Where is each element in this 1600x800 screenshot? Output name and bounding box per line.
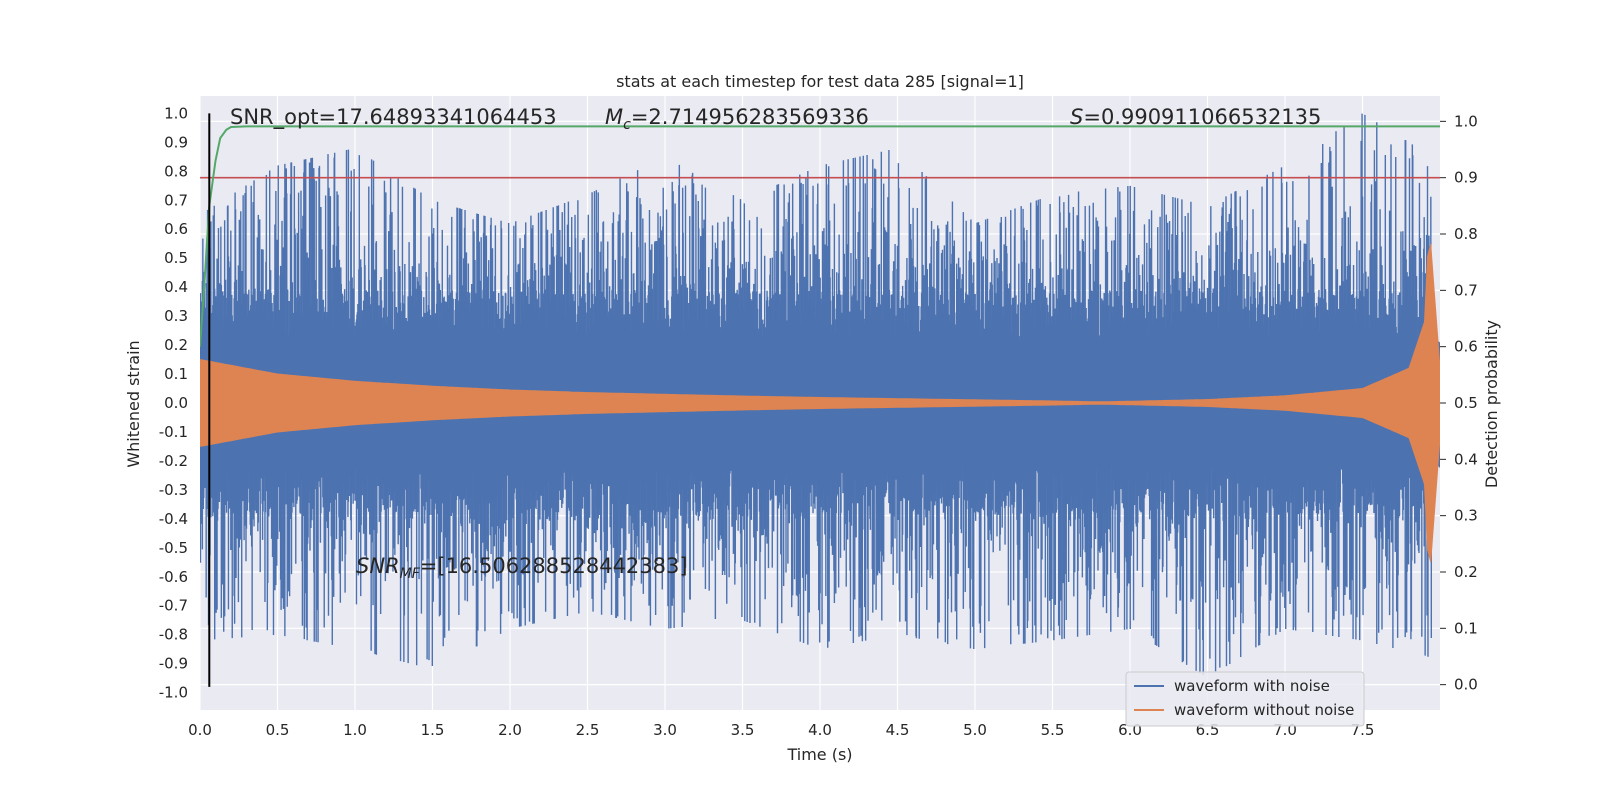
y2-tick-label: 0.0 [1454, 676, 1478, 694]
y2-tick-label: 1.0 [1454, 112, 1478, 130]
annotation-s-statistic: S=0.990911066532135 [1070, 105, 1321, 129]
y-tick-label: 0.8 [164, 162, 188, 180]
y-tick-label: 0.3 [164, 307, 188, 325]
series-detection-probability [200, 125, 1440, 347]
y2-tick-label: 0.6 [1454, 338, 1478, 356]
snr-mf-value: =[16.506288528442383] [420, 554, 688, 578]
y2-axis-label: Detection probability [1482, 320, 1501, 488]
y-tick-label: 1.0 [164, 104, 188, 122]
y-tick-label: -0.9 [159, 655, 188, 673]
annotation-snr-opt: SNR_opt=17.64893341064453 [230, 105, 557, 130]
y-tick-label: 0.1 [164, 365, 188, 383]
y2-tick-label: 0.2 [1454, 563, 1478, 581]
series-layer [200, 113, 1440, 687]
y-tick-label: -0.2 [159, 452, 188, 470]
legend-label-noise: waveform with noise [1174, 677, 1330, 695]
legend-box [1125, 671, 1365, 727]
x-tick-label: 4.0 [808, 721, 832, 739]
x-tick-label: 5.0 [963, 721, 987, 739]
y-axis-label: Whitened strain [124, 340, 143, 467]
y-tick-label: 0.7 [164, 191, 188, 209]
s-value: =0.990911066532135 [1083, 105, 1321, 129]
y-tick-label: 0.6 [164, 220, 188, 238]
y-tick-label: -0.5 [159, 539, 188, 557]
y-tick-label: -0.3 [159, 481, 188, 499]
x-tick-label: 1.5 [421, 721, 445, 739]
x-tick-label: 5.5 [1041, 721, 1065, 739]
x-tick-label: 2.5 [576, 721, 600, 739]
x-axis-label: Time (s) [786, 745, 852, 764]
y2-tick-label: 0.1 [1454, 619, 1478, 637]
x-tick-label: 3.0 [653, 721, 677, 739]
y2-tick-label: 0.7 [1454, 281, 1478, 299]
x-tick-label: 2.0 [498, 721, 522, 739]
y2-tick-label: 0.8 [1454, 225, 1478, 243]
y2-tick-label: 0.9 [1454, 169, 1478, 187]
y-tick-label: 0.4 [164, 278, 188, 296]
y-tick-label: 0.5 [164, 249, 188, 267]
series-waveform-without-noise [200, 243, 1440, 563]
legend-label-clean: waveform without noise [1174, 701, 1354, 719]
chirp-mass-symbol: M [605, 105, 623, 129]
y-tick-label: -1.0 [159, 684, 188, 702]
y2-tick-label: 0.5 [1454, 394, 1478, 412]
y-tick-label: -0.6 [159, 568, 188, 586]
y-tick-label: 0.0 [164, 394, 188, 412]
y-tick-label: -0.1 [159, 423, 188, 441]
axis-ticks: 0.0 0.5 1.0 1.5 2.0 2.5 3.0 3.5 4.0 4.5 5.0 5.5 6.0 6… [159, 104, 1478, 739]
chirp-mass-value: =2.714956283569336 [631, 105, 869, 129]
y-tick-label: -0.7 [159, 597, 188, 615]
y2-tick-label: 0.4 [1454, 450, 1478, 468]
snr-mf-subscript: MF [400, 566, 421, 582]
x-tick-label: 4.5 [886, 721, 910, 739]
x-tick-label: 0.0 [188, 721, 212, 739]
y2-tick-label: 0.3 [1454, 507, 1478, 525]
x-tick-label: 3.5 [731, 721, 755, 739]
annotation-snr-mf: SNRMF=[16.506288528442383] [356, 554, 688, 582]
x-tick-label: 0.5 [266, 721, 290, 739]
y-tick-label: -0.4 [159, 510, 188, 528]
s-symbol: S [1070, 105, 1083, 129]
x-tick-label: 1.0 [343, 721, 367, 739]
snr-mf-symbol: SNR [356, 554, 400, 578]
chart-title: stats at each timestep for test data 285… [616, 72, 1024, 91]
chirp-mass-subscript: c [623, 117, 631, 133]
y-tick-label: 0.9 [164, 133, 188, 151]
y-tick-label: 0.2 [164, 336, 188, 354]
legend: waveform with noise waveform without noi… [1125, 671, 1365, 727]
annotation-chirp-mass: Mc=2.714956283569336 [605, 105, 869, 133]
y-tick-label: -0.8 [159, 626, 188, 644]
